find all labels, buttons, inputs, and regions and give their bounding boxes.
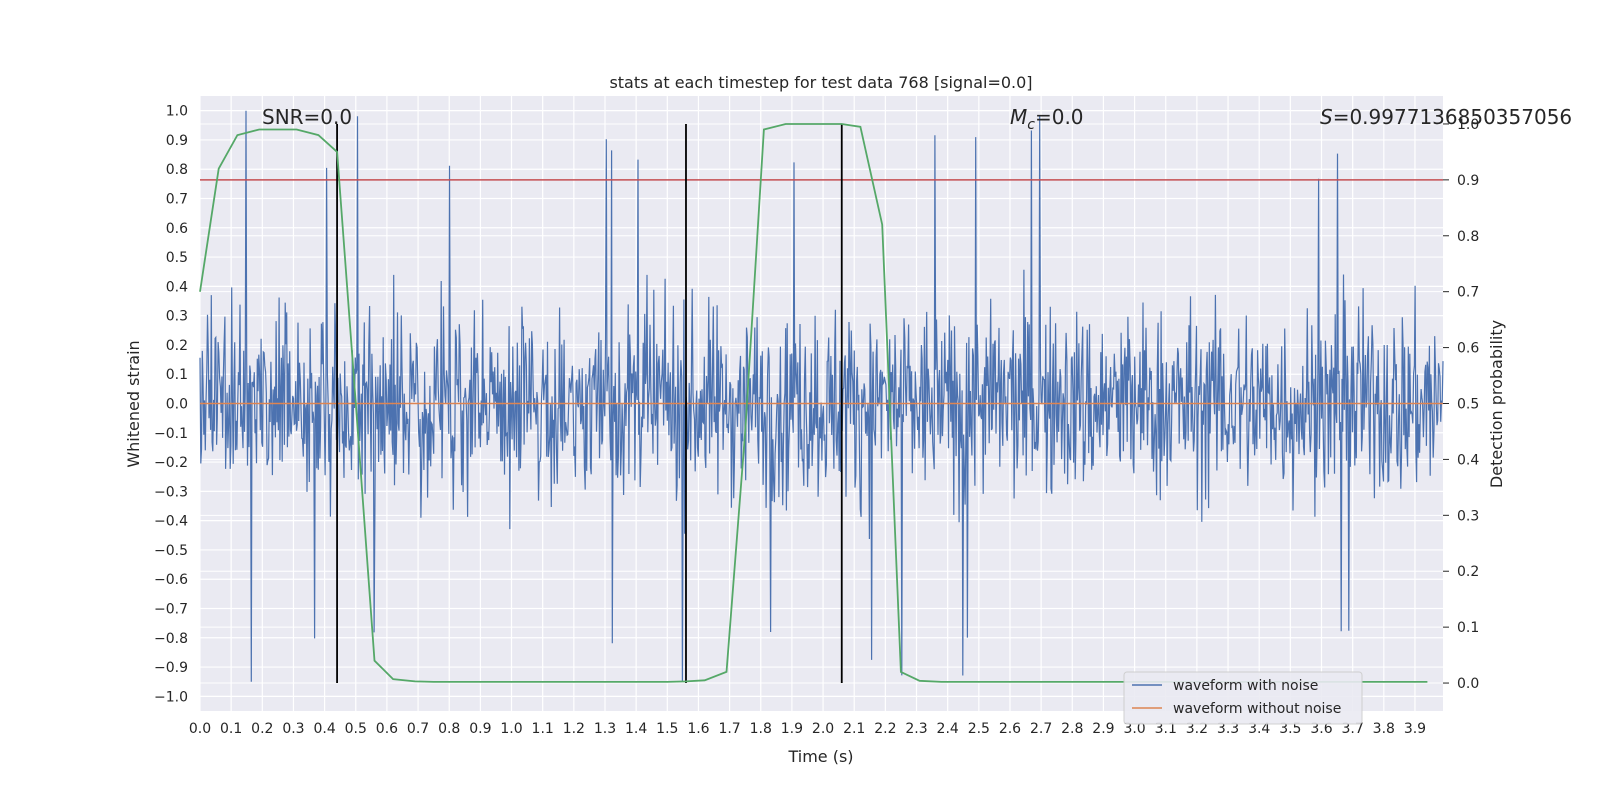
x-tick-label: 0.6 <box>376 721 398 737</box>
snr-annotation: SNR=0.0 <box>262 105 352 129</box>
y-tick-label: −0.4 <box>154 514 188 530</box>
y2-tick-label: 0.4 <box>1457 452 1479 468</box>
y-tick-label: −0.1 <box>154 426 188 442</box>
x-tick-label: 2.4 <box>937 721 959 737</box>
x-tick-label: 3.9 <box>1404 721 1426 737</box>
x-tick-label: 1.3 <box>594 721 616 737</box>
x-tick-label: 3.1 <box>1155 721 1177 737</box>
y2-tick-label: 0.0 <box>1457 676 1479 692</box>
s-annotation: S=0.9977136850357056 <box>1320 105 1572 129</box>
y-tick-label: 0.0 <box>166 397 188 413</box>
x-tick-label: 1.4 <box>625 721 647 737</box>
y-tick-label: 0.2 <box>166 338 188 354</box>
x-tick-label: 2.1 <box>843 721 865 737</box>
y2-tick-label: 0.3 <box>1457 508 1479 524</box>
x-tick-label: 3.5 <box>1279 721 1301 737</box>
s-value: =0.9977136850357056 <box>1333 105 1572 129</box>
y-tick-label: 0.7 <box>166 192 188 208</box>
x-tick-label: 0.8 <box>438 721 460 737</box>
x-tick-label: 0.2 <box>251 721 273 737</box>
y-tick-label: 0.9 <box>166 133 188 149</box>
x-tick-label: 2.6 <box>999 721 1021 737</box>
x-tick-label: 2.8 <box>1061 721 1083 737</box>
y2-tick-label: 0.8 <box>1457 229 1479 245</box>
x-tick-label: 0.1 <box>220 721 242 737</box>
x-tick-label: 1.1 <box>532 721 554 737</box>
x-tick-label: 3.6 <box>1310 721 1332 737</box>
y-tick-label: −0.9 <box>154 660 188 676</box>
x-tick-label: 2.5 <box>968 721 990 737</box>
y2-tick-label: 1.0 <box>1457 117 1479 133</box>
x-tick-label: 2.9 <box>1092 721 1114 737</box>
x-tick-label: 0.5 <box>345 721 367 737</box>
x-tick-label: 1.8 <box>750 721 772 737</box>
y-axis-title: Whitened strain <box>124 340 143 467</box>
x-tick-label: 2.2 <box>874 721 896 737</box>
y2-tick-label: 0.1 <box>1457 620 1479 636</box>
y2-tick-label: 0.5 <box>1457 397 1479 413</box>
s-symbol: S <box>1320 105 1333 129</box>
x-tick-label: 0.0 <box>189 721 211 737</box>
x-tick-label: 0.4 <box>313 721 335 737</box>
mc-symbol: M <box>1010 105 1027 129</box>
series-waveform-with-noise <box>199 110 1444 682</box>
chart-title: stats at each timestep for test data 768… <box>609 73 1032 92</box>
x-tick-label: 0.9 <box>469 721 491 737</box>
x-tick-label: 2.0 <box>812 721 834 737</box>
x-tick-label: 1.5 <box>656 721 678 737</box>
y-tick-label: −0.6 <box>154 572 188 588</box>
x-tick-label: 0.7 <box>407 721 429 737</box>
y-tick-label: −1.0 <box>154 689 188 705</box>
y-tick-label: 0.8 <box>166 162 188 178</box>
y-tick-label: −0.3 <box>154 484 188 500</box>
x-tick-label: 1.2 <box>563 721 585 737</box>
x-tick-label: 3.0 <box>1123 721 1145 737</box>
x-tick-label: 3.2 <box>1186 721 1208 737</box>
y-tick-label: −0.5 <box>154 543 188 559</box>
y-tick-label: −0.8 <box>154 631 188 647</box>
y-tick-label: 0.4 <box>166 279 188 295</box>
legend-box <box>1123 671 1363 725</box>
legend-label-noise: waveform with noise <box>1173 678 1318 694</box>
y-tick-label: 0.3 <box>166 309 188 325</box>
x-tick-label: 0.3 <box>282 721 304 737</box>
x-tick-label: 1.6 <box>687 721 709 737</box>
x-tick-label: 3.7 <box>1342 721 1364 737</box>
x-tick-label: 1.0 <box>500 721 522 737</box>
x-tick-label: 1.9 <box>781 721 803 737</box>
y-tick-label: −0.7 <box>154 602 188 618</box>
y2-tick-label: 0.6 <box>1457 341 1479 357</box>
y-tick-label: 1.0 <box>166 104 188 120</box>
x-tick-label: 3.8 <box>1373 721 1395 737</box>
y2-tick-label: 0.9 <box>1457 173 1479 189</box>
x-tick-label: 3.3 <box>1217 721 1239 737</box>
noise-waveform-layer <box>199 110 1444 682</box>
mc-annotation: Mc=0.0 <box>1010 105 1084 133</box>
legend-label-clean: waveform without noise <box>1173 701 1341 717</box>
y2-tick-label: 0.7 <box>1457 285 1479 301</box>
mc-value: =0.0 <box>1035 105 1084 129</box>
x-tick-label: 1.7 <box>718 721 740 737</box>
y-tick-label: 0.6 <box>166 221 188 237</box>
y2-axis-title: Detection probability <box>1487 320 1506 488</box>
x-tick-label: 2.3 <box>905 721 927 737</box>
x-axis-title: Time (s) <box>787 747 853 766</box>
y-tick-label: 0.1 <box>166 367 188 383</box>
x-tick-label: 2.7 <box>1030 721 1052 737</box>
y-tick-label: −0.2 <box>154 455 188 471</box>
y-tick-label: 0.5 <box>166 250 188 266</box>
tick-layer: 0.0 0.1 0.2 0.3 0.4 0.5 0.6 0.7 0.8 0.9 1.0 1.1 1.2 1… <box>154 104 1479 737</box>
y2-tick-label: 0.2 <box>1457 564 1479 580</box>
x-tick-label: 3.4 <box>1248 721 1270 737</box>
mc-subscript: c <box>1027 117 1035 133</box>
legend: waveform with noise waveform without noi… <box>1123 671 1363 725</box>
